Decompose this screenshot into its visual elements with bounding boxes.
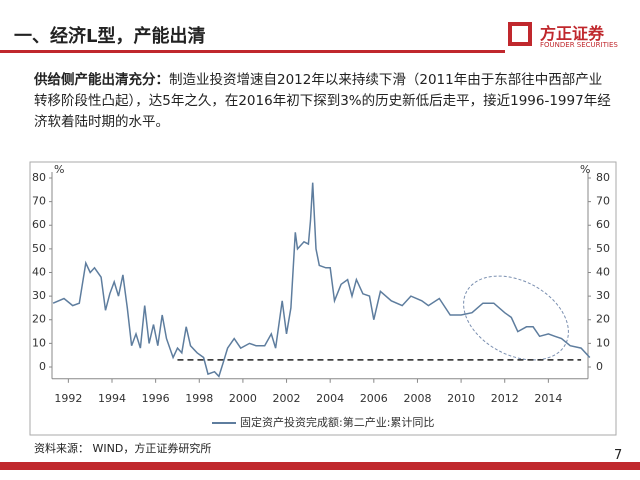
y-tick-label-right: 60 — [596, 218, 610, 231]
x-tick-label: 1996 — [142, 392, 170, 405]
y-tick-label-right: 70 — [596, 195, 610, 208]
x-tick-label: 1998 — [185, 392, 213, 405]
y-tick-label-right: 40 — [596, 265, 610, 278]
y-tick-label-right: 30 — [596, 289, 610, 302]
x-tick-label: 2014 — [534, 392, 562, 405]
x-tick-label: 2006 — [360, 392, 388, 405]
chart-frame — [29, 161, 617, 436]
y-tick-label-left: 40 — [32, 265, 46, 278]
y-tick-label-right: 80 — [596, 171, 610, 184]
x-tick-label: 2002 — [273, 392, 301, 405]
y-tick-label-left: 60 — [32, 218, 46, 231]
y-unit-left: % — [54, 163, 64, 176]
logo-sub: FOUNDER SECURITIES — [540, 41, 618, 49]
x-tick-label: 2008 — [403, 392, 431, 405]
y-tick-label-right: 0 — [596, 360, 603, 373]
y-unit-right: % — [580, 163, 590, 176]
x-tick-label: 2010 — [447, 392, 475, 405]
y-tick-label-left: 80 — [32, 171, 46, 184]
logo-icon — [508, 22, 532, 46]
y-tick-label-right: 20 — [596, 313, 610, 326]
source: 资料来源： WIND，方正证券研究所 — [34, 442, 212, 455]
x-tick-label: 2000 — [229, 392, 257, 405]
page-number: 7 — [614, 448, 623, 463]
legend-label: 固定资产投资完成额:第二产业:累计同比 — [240, 415, 434, 429]
y-tick-label-right: 50 — [596, 242, 610, 255]
y-tick-label-left: 0 — [39, 360, 46, 373]
title-rule — [0, 50, 505, 53]
y-tick-label-right: 10 — [596, 336, 610, 349]
body-lead: 供给侧产能出清充分： — [34, 72, 169, 88]
y-tick-label-left: 10 — [32, 336, 46, 349]
body-text: 供给侧产能出清充分：制造业投资增速自2012年以来持续下滑（2011年由于东部往… — [34, 70, 614, 133]
x-tick-label: 1992 — [54, 392, 82, 405]
x-tick-label: 2004 — [316, 392, 344, 405]
y-tick-label-left: 50 — [32, 242, 46, 255]
logo-name: 方正证券 — [540, 24, 605, 43]
x-tick-label: 1994 — [98, 392, 126, 405]
footer-bar — [0, 462, 640, 470]
y-tick-label-left: 30 — [32, 289, 46, 302]
x-tick-label: 2012 — [491, 392, 519, 405]
y-tick-label-left: 20 — [32, 313, 46, 326]
slide-title: 一、经济L型，产能出清 — [14, 26, 206, 47]
y-tick-label-left: 70 — [32, 195, 46, 208]
highlight-ellipse — [463, 275, 569, 361]
body-content: 制造业投资增速自2012年以来持续下滑（2011年由于东部往中西部产业转移阶段性… — [34, 72, 611, 130]
series-line — [52, 182, 591, 378]
